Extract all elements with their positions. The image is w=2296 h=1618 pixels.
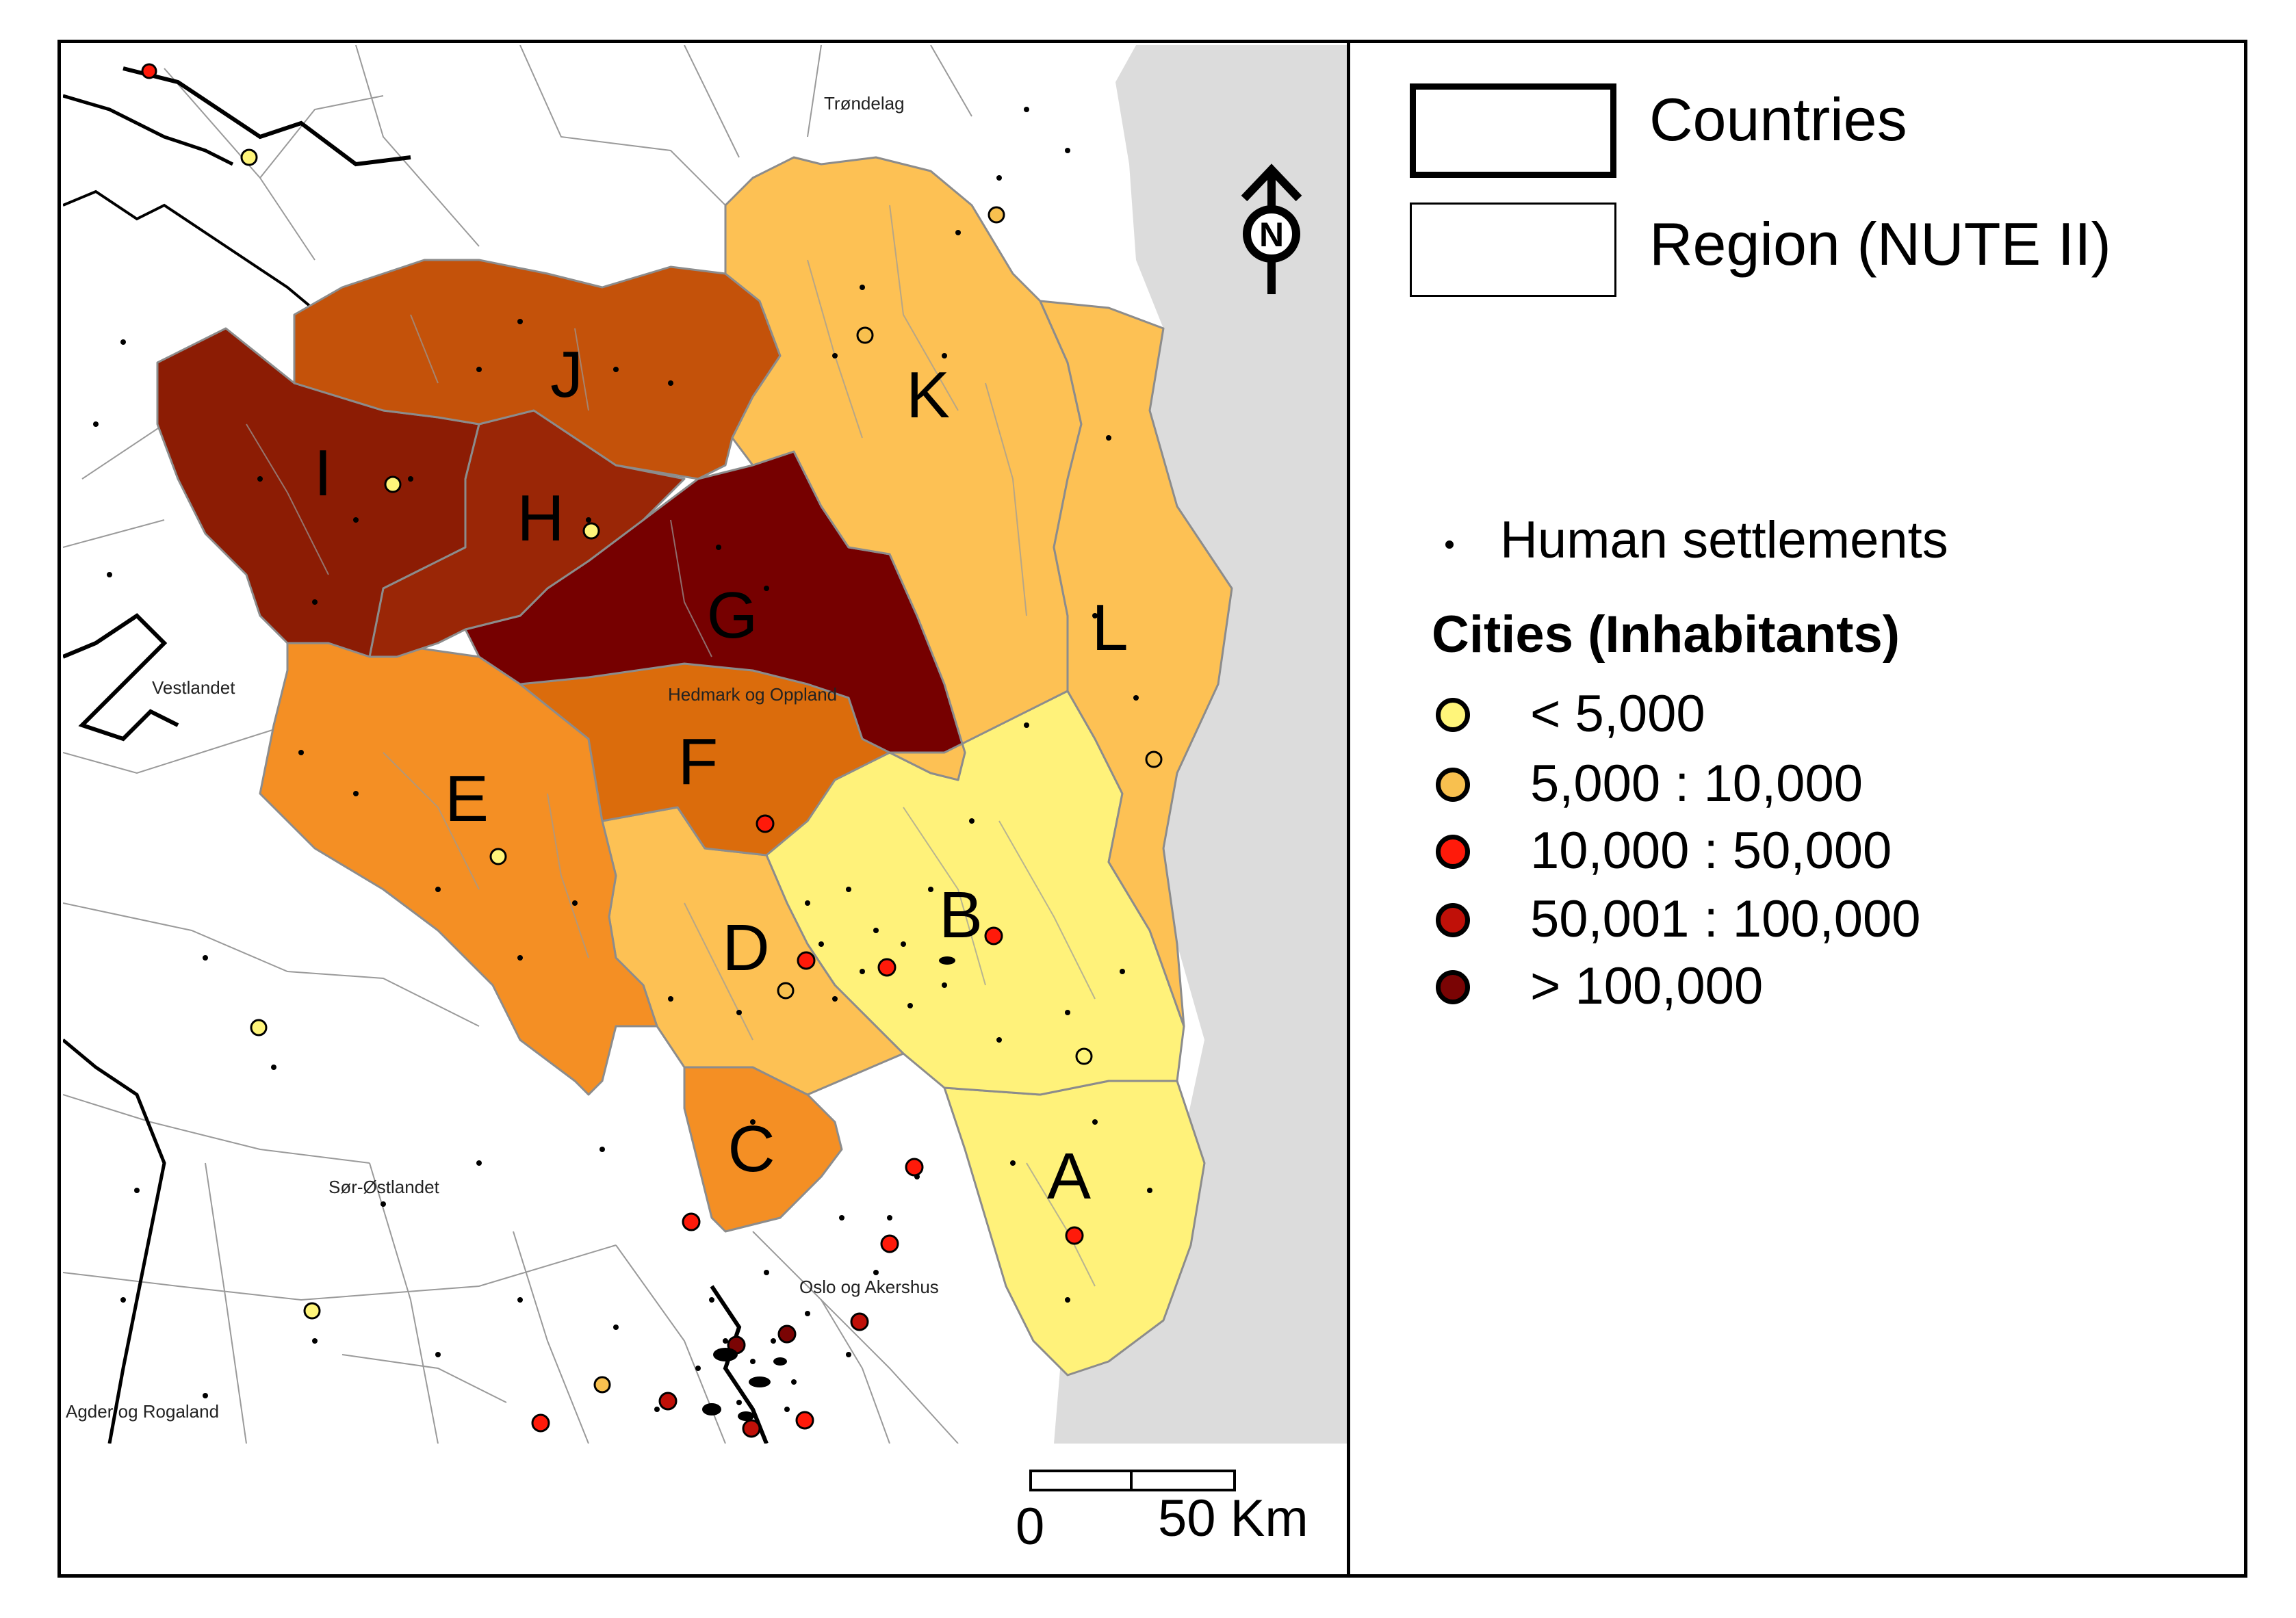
region-letter-i: I — [314, 436, 333, 510]
region-label: Region (NUTE II) — [1649, 210, 2111, 278]
city-class-5-label: > 100,000 — [1530, 957, 1764, 1015]
legend-divider — [1347, 40, 1350, 1578]
label-trondelag: Trøndelag — [824, 93, 905, 114]
fjord-north-2 — [63, 94, 234, 166]
label-vestlandet: Vestlandet — [152, 677, 235, 698]
study-regions — [156, 156, 1233, 1376]
place-labels: Trøndelag Vestlandet Hedmark og Oppland … — [66, 93, 939, 1422]
city-class-3-label: 10,000 : 50,000 — [1530, 822, 1892, 880]
coastline-sw — [63, 1039, 166, 1444]
settlements-label: Human settlements — [1500, 511, 1948, 569]
map-canvas: A B C D E F G H I J K L Trøndelag Vestla… — [63, 45, 1347, 1444]
city-class-1-label: < 5,000 — [1530, 685, 1705, 743]
north-arrow-icon: N — [1241, 164, 1302, 294]
region-letter-e: E — [445, 762, 489, 835]
fjord-west — [63, 613, 179, 742]
city-class-5-marker — [1436, 970, 1470, 1004]
region-letters: A B C D E F G H I J K L — [314, 338, 1128, 1213]
region-letter-a: A — [1047, 1140, 1091, 1213]
fjord-north — [122, 66, 411, 167]
countries-label: Countries — [1649, 86, 1907, 153]
region-letter-g: G — [707, 579, 758, 652]
region-letter-d: D — [722, 911, 769, 984]
scale-bar — [1029, 1470, 1236, 1491]
coastline-west — [63, 190, 330, 323]
settlement-dot-icon — [1445, 540, 1454, 549]
region-letter-b: B — [939, 878, 983, 952]
countries-swatch — [1410, 83, 1616, 178]
city-class-1-marker — [1436, 698, 1470, 732]
region-letter-l: L — [1092, 591, 1128, 664]
region-L — [1039, 300, 1233, 1028]
region-letter-f: F — [678, 725, 719, 798]
region-letter-k: K — [906, 358, 950, 432]
north-arrow-letter: N — [1259, 216, 1284, 254]
label-hedmark: Hedmark og Oppland — [668, 684, 837, 705]
label-sor-ostlandet: Sør-Østlandet — [328, 1177, 440, 1197]
city-markers — [141, 63, 1163, 1438]
city-class-4-label: 50,001 : 100,000 — [1530, 890, 1921, 948]
scale-end-label: 50 Km — [1158, 1489, 1308, 1548]
scale-bar-seg-1 — [1029, 1470, 1133, 1491]
sea-area — [1054, 45, 1347, 1444]
city-class-4-marker — [1436, 903, 1470, 937]
scale-start-label: 0 — [1016, 1498, 1045, 1556]
scale-bar-seg-2 — [1130, 1470, 1236, 1491]
oslo-islands — [702, 956, 955, 1421]
oslofjord — [710, 1285, 769, 1444]
city-class-2-label: 5,000 : 10,000 — [1530, 755, 1863, 813]
label-oslo: Oslo og Akershus — [799, 1277, 939, 1297]
region-letter-j: J — [550, 338, 583, 411]
municipality-boundaries — [246, 205, 1096, 1287]
region-K — [724, 156, 1083, 781]
region-swatch — [1410, 203, 1616, 297]
city-class-3-marker — [1436, 835, 1470, 869]
city-class-2-marker — [1436, 768, 1470, 802]
label-agder: Agder og Rogaland — [66, 1401, 219, 1422]
cities-title: Cities (Inhabitants) — [1432, 605, 1900, 664]
region-letter-h: H — [517, 482, 564, 555]
region-letter-c: C — [727, 1112, 775, 1186]
